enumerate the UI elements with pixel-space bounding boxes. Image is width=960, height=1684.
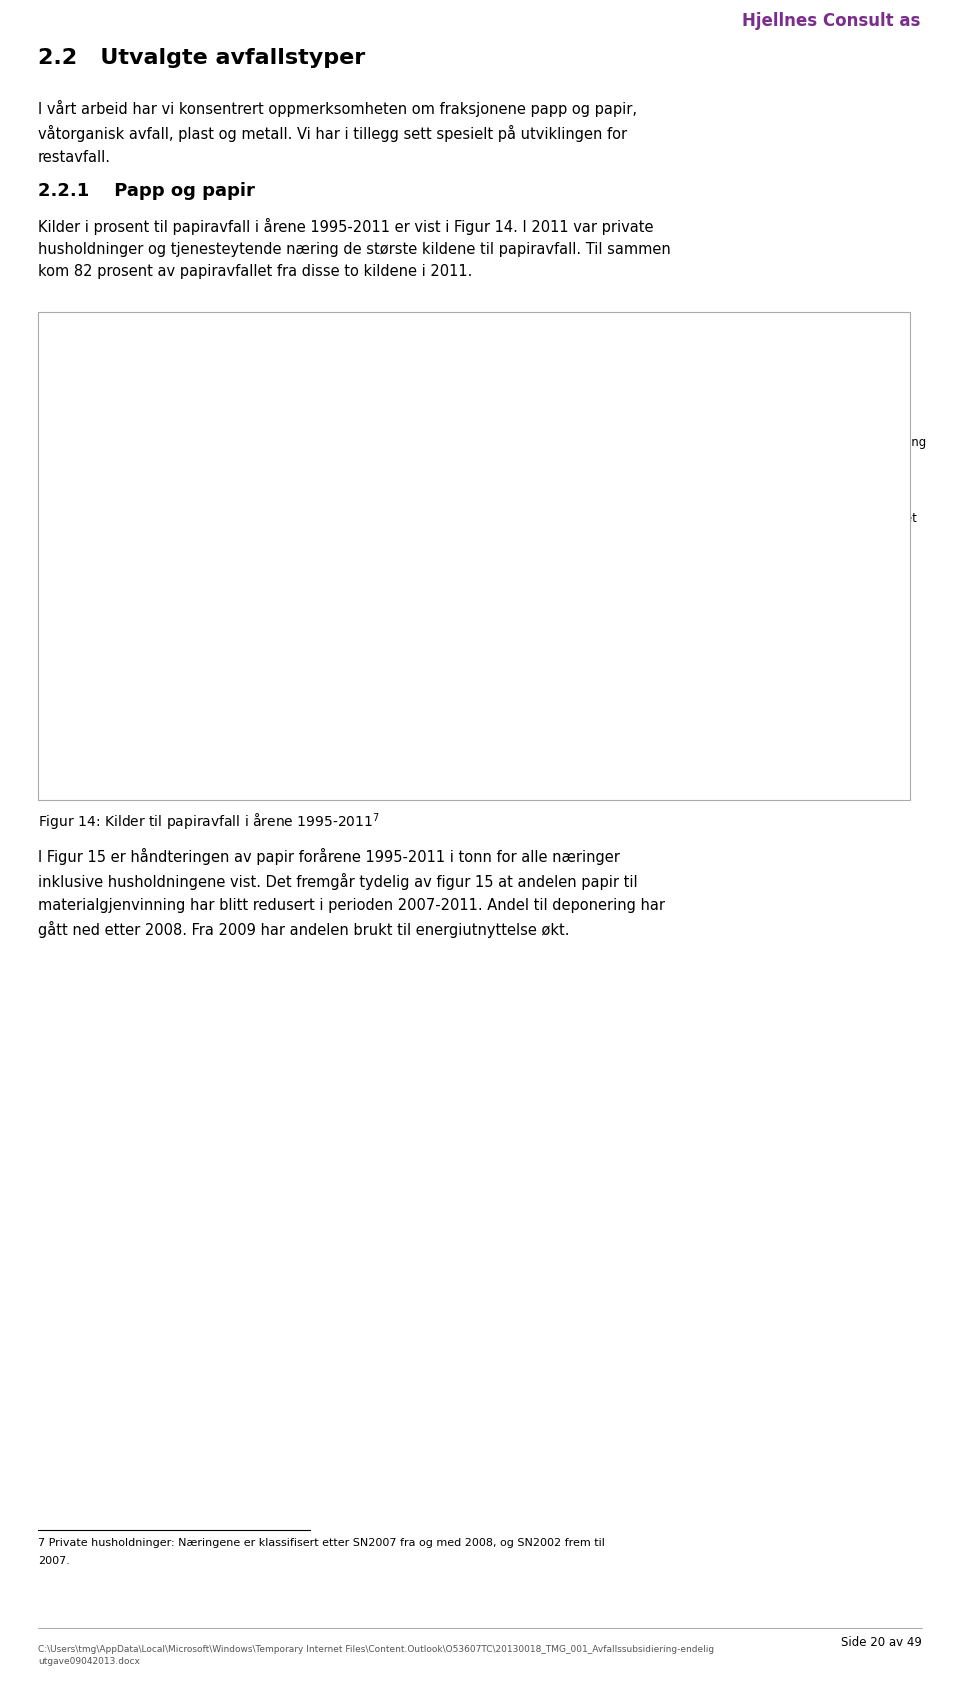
Text: 2007.: 2007. — [38, 1556, 70, 1566]
Text: Figur 14: Kilder til papiravfall i årene 1995-2011$^7$: Figur 14: Kilder til papiravfall i årene… — [38, 812, 380, 834]
Text: 7 Private husholdninger: Næringene er klassifisert etter SN2007 fra og med 2008,: 7 Private husholdninger: Næringene er kl… — [38, 1537, 605, 1548]
Legend: Private husholdninger, Annen eller uspesifisert næring, Avfallshåndtering, Tjene: Private husholdninger, Annen eller uspes… — [720, 411, 925, 623]
Title: Kilder til papir fordelt på år (prosent)
Kilde: SSB: Kilder til papir fordelt på år (prosent)… — [204, 355, 585, 396]
Text: utgave09042013.docx: utgave09042013.docx — [38, 1657, 140, 1665]
Text: 2.2   Utvalgte avfallstyper: 2.2 Utvalgte avfallstyper — [38, 49, 365, 67]
Text: 2.2.1    Papp og papir: 2.2.1 Papp og papir — [38, 182, 254, 200]
Text: I Figur 15 er håndteringen av papir forårene 1995-2011 i tonn for alle næringer
: I Figur 15 er håndteringen av papir forå… — [38, 849, 665, 938]
Text: Hjellnes Consult as: Hjellnes Consult as — [742, 12, 920, 30]
Text: Side 20 av 49: Side 20 av 49 — [841, 1635, 922, 1649]
Text: Kilder i prosent til papiravfall i årene 1995-2011 er vist i Figur 14. I 2011 va: Kilder i prosent til papiravfall i årene… — [38, 217, 671, 280]
Text: I vårt arbeid har vi konsentrert oppmerksomheten om fraksjonene papp og papir,
v: I vårt arbeid har vi konsentrert oppmerk… — [38, 99, 637, 165]
Text: C:\Users\tmg\AppData\Local\Microsoft\Windows\Temporary Internet Files\Content.Ou: C:\Users\tmg\AppData\Local\Microsoft\Win… — [38, 1645, 714, 1654]
